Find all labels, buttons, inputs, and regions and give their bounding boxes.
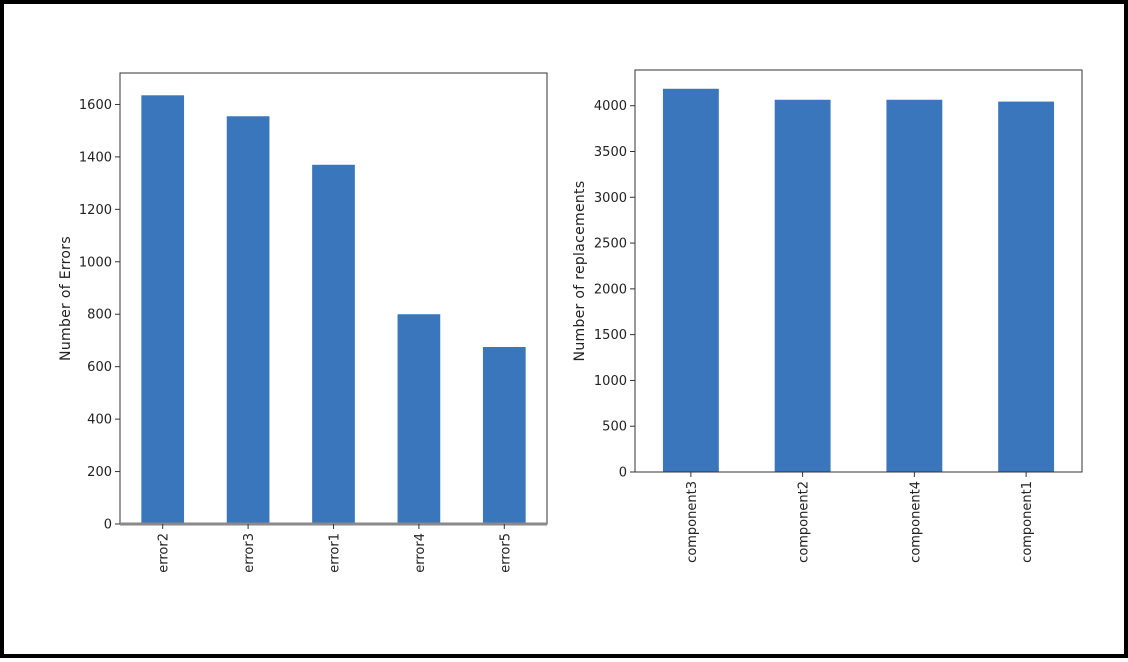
bar-error4 [397,314,441,524]
x-tick-label-error3: error3 [242,533,257,573]
y-axis-title: Number of Errors [58,236,74,361]
y-tick-label: 4000 [594,99,627,114]
bar-error1 [312,164,355,524]
y-tick-label: 0 [619,466,627,481]
y-tick-label: 800 [87,308,112,323]
y-tick-label: 3000 [594,191,627,206]
bar-error2 [141,95,185,524]
y-tick-label: 500 [602,420,627,435]
bar-component3 [662,88,719,473]
y-tick-label: 1000 [79,255,112,270]
y-axis-title: Number of replacements [572,181,588,362]
bar-component2 [774,99,831,472]
x-tick-label-component4: component4 [908,481,923,563]
y-tick-label: 2500 [594,237,627,252]
plot-frame [634,69,1083,473]
y-tick-label: 200 [87,465,112,480]
x-tick-label-error2: error2 [157,533,172,573]
x-tick-label-component1: component1 [1020,481,1035,563]
bar-error5 [482,347,526,524]
x-tick-label-error5: error5 [498,533,513,573]
y-tick-label: 400 [87,413,112,428]
y-tick-label: 1500 [594,328,627,343]
x-tick-label-component3: component3 [685,481,700,563]
x-tick-label-error4: error4 [413,533,428,573]
y-tick-label: 1000 [594,374,627,389]
y-tick-label: 2000 [594,282,627,297]
y-tick-label: 1400 [79,150,112,165]
y-tick-label: 1600 [79,98,112,113]
y-tick-label: 600 [87,360,112,375]
replacements-bar-chart: 0 500 1000 1500 2000 2500 3000 3500 4000 componen… [572,69,1083,563]
x-tick-label-error1: error1 [328,533,343,573]
y-tick-label: 1200 [79,203,112,218]
bar-component1 [998,101,1055,472]
bar-error3 [226,116,270,524]
y-tick-label: 0 [104,518,112,533]
x-tick-label-component2: component2 [797,481,812,563]
errors-bar-chart: 0 200 400 600 800 1000 1200 1400 1600 error2 error… [58,72,548,573]
y-tick-label: 3500 [594,145,627,160]
bar-component4 [886,99,943,472]
